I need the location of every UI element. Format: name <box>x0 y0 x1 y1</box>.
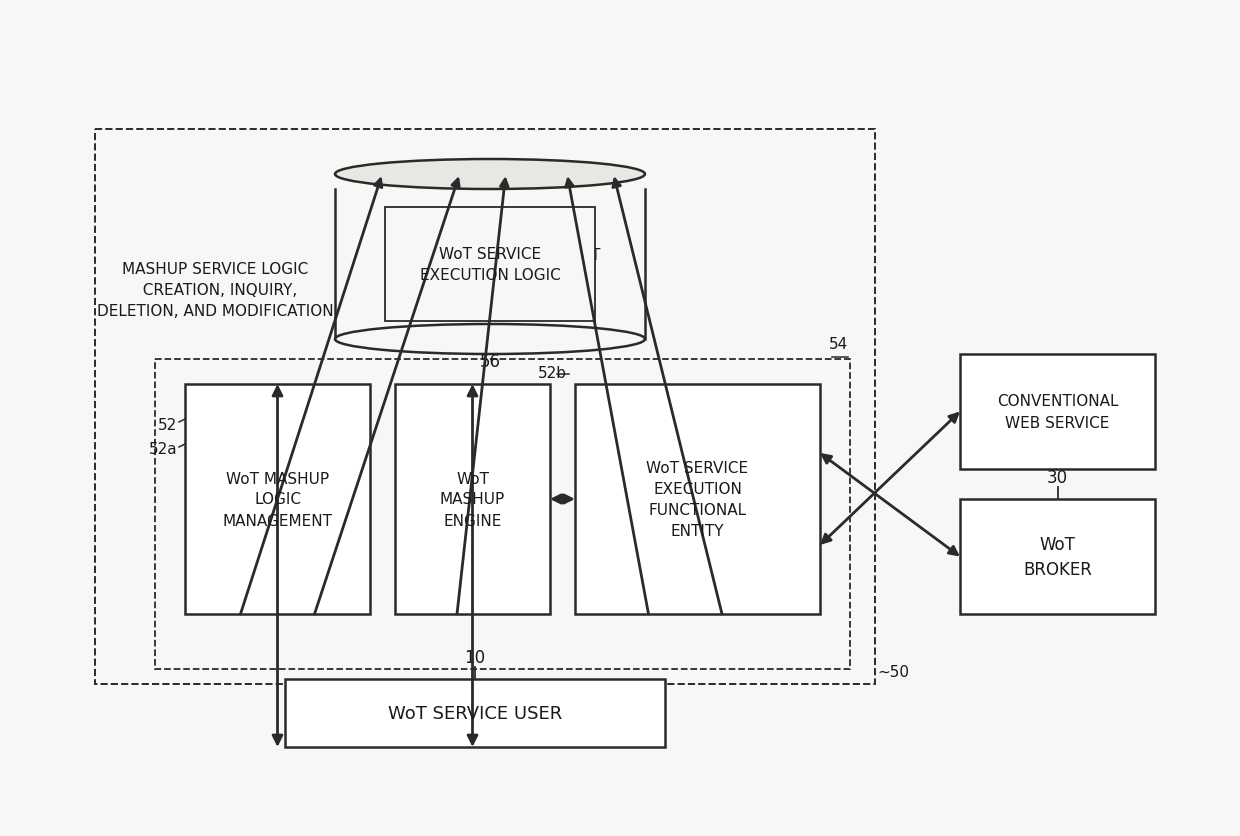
Text: 56: 56 <box>480 353 501 370</box>
Text: WoT
BROKER: WoT BROKER <box>1023 535 1092 579</box>
Text: MASHUP SERVICE LOGIC
  CREATION, INQUIRY,
DELETION, AND MODIFICATION: MASHUP SERVICE LOGIC CREATION, INQUIRY, … <box>97 261 334 319</box>
Text: 30: 30 <box>1047 468 1068 487</box>
Text: 52b: 52b <box>538 365 567 380</box>
Text: 52a: 52a <box>149 442 177 457</box>
Text: 54: 54 <box>828 337 848 352</box>
Text: WoT MASHUP
LOGIC
MANAGEMENT: WoT MASHUP LOGIC MANAGEMENT <box>222 471 332 528</box>
Bar <box>960 499 1154 614</box>
Bar <box>285 679 665 747</box>
Text: ~50: ~50 <box>877 665 909 679</box>
Bar <box>384 208 595 322</box>
Text: 10: 10 <box>465 648 486 666</box>
Ellipse shape <box>335 160 645 190</box>
Text: MASHUP
SERVICE REQUEST
AND RESPONSE: MASHUP SERVICE REQUEST AND RESPONSE <box>459 227 600 283</box>
Bar <box>960 354 1154 470</box>
Text: WoT SERVICE USER: WoT SERVICE USER <box>388 704 562 722</box>
Bar <box>575 385 820 614</box>
Text: CONVENTIONAL
WEB SERVICE: CONVENTIONAL WEB SERVICE <box>997 394 1118 430</box>
Bar <box>396 385 551 614</box>
Text: WoT SERVICE
EXECUTION LOGIC: WoT SERVICE EXECUTION LOGIC <box>419 247 560 283</box>
Text: 52: 52 <box>157 417 177 432</box>
Bar <box>185 385 370 614</box>
Bar <box>335 188 645 339</box>
Bar <box>95 130 875 684</box>
Text: WoT
MASHUP
ENGINE: WoT MASHUP ENGINE <box>440 471 505 528</box>
Bar <box>155 359 849 669</box>
Text: WoT SERVICE
EXECUTION
FUNCTIONAL
ENTITY: WoT SERVICE EXECUTION FUNCTIONAL ENTITY <box>646 461 749 538</box>
Ellipse shape <box>335 324 645 354</box>
